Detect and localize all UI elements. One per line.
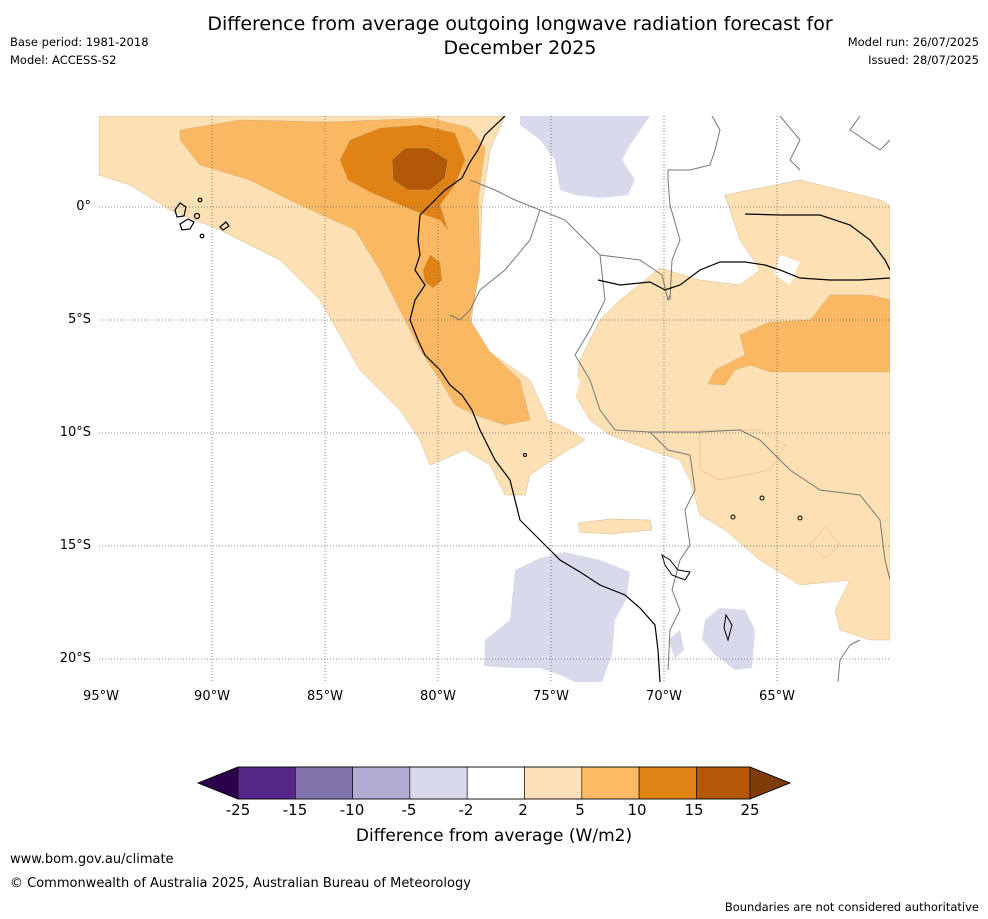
chart-title: Difference from average outgoing longwav…	[150, 12, 890, 60]
anomaly-region-light-small	[809, 526, 841, 559]
coastline	[409, 116, 890, 682]
meta-right: Model run: 26/07/2025 Issued: 28/07/2025	[848, 33, 979, 69]
lat-label: 0°	[76, 199, 91, 214]
colorbar-segment	[638, 766, 697, 800]
country-borders	[449, 116, 890, 682]
lon-label: 65°W	[759, 689, 795, 704]
colorbar-tick-label: -25	[225, 801, 251, 819]
anomaly-region-negative-south	[484, 552, 630, 682]
colorbar-tick-label: 2	[518, 801, 528, 819]
graticule	[99, 116, 890, 682]
anomaly-region-negative-small	[668, 630, 684, 658]
lon-label: 80°W	[420, 689, 456, 704]
inland-lakes	[523, 453, 803, 642]
issued-date: Issued: 28/07/2025	[868, 53, 979, 67]
title-line-1: Difference from average outgoing longwav…	[207, 13, 833, 35]
lat-label: 10°S	[59, 425, 91, 440]
colorbar-tick-label: 25	[740, 801, 760, 819]
colorbar-segment	[696, 766, 751, 800]
colorbar-tick-label: -5	[401, 801, 417, 819]
lon-label: 95°W	[83, 689, 119, 704]
anomaly-region-light-small	[577, 518, 653, 535]
model-run: Model run: 26/07/2025	[847, 35, 979, 49]
anomaly-region-light-south	[699, 429, 786, 481]
colorbar-segment	[352, 766, 411, 800]
lon-label: 75°W	[533, 689, 569, 704]
colorbar-tick-label: 15	[684, 801, 704, 819]
model-name: Model: ACCESS-S2	[10, 53, 117, 67]
colorbar-tick-label: 10	[627, 801, 647, 819]
colorbar	[196, 766, 792, 800]
boundaries-disclaimer: Boundaries are not considered authoritat…	[724, 900, 979, 914]
colorbar-tick-label: -2	[458, 801, 474, 819]
title-line-2: December 2025	[443, 37, 597, 59]
galapagos-islands	[174, 197, 230, 239]
colorbar-segment	[466, 766, 525, 800]
lon-label: 90°W	[194, 689, 230, 704]
lon-label: 70°W	[646, 689, 682, 704]
lat-label: 5°S	[67, 312, 91, 327]
meta-left: Base period: 1981-2018 Model: ACCESS-S2	[10, 33, 149, 69]
colorbar-segment	[237, 766, 296, 800]
anomaly-region-darkest	[391, 147, 449, 191]
colorbar-segment	[409, 766, 468, 800]
colorbar-title: Difference from average (W/m2)	[355, 826, 633, 846]
colorbar-outline	[196, 766, 792, 800]
neutral-region	[540, 362, 580, 400]
map-field	[99, 116, 890, 682]
lat-label: 20°S	[59, 651, 91, 666]
anomaly-region-medium-east	[707, 294, 890, 386]
colorbar-segment	[294, 766, 353, 800]
website-link[interactable]: www.bom.gov.au/climate	[10, 852, 174, 867]
colorbar-tick-label: -15	[282, 801, 308, 819]
colorbar-segment	[524, 766, 583, 800]
colorbar-segment	[581, 766, 640, 800]
colorbar-tick-label: 5	[575, 801, 585, 819]
neutral-region	[775, 255, 800, 285]
anomaly-region-dark-small	[422, 254, 443, 289]
base-period: Base period: 1981-2018	[10, 35, 149, 49]
colorbar-extend-low	[197, 766, 239, 800]
copyright-notice: © Commonwealth of Australia 2025, Austra…	[10, 876, 471, 891]
lon-label: 85°W	[307, 689, 343, 704]
colorbar-extend-high	[749, 766, 791, 800]
anomaly-region-negative-north	[520, 116, 650, 198]
colorbar-tick-label: -10	[339, 801, 365, 819]
lat-label: 15°S	[59, 538, 91, 553]
anomaly-region-light-east	[574, 179, 890, 641]
